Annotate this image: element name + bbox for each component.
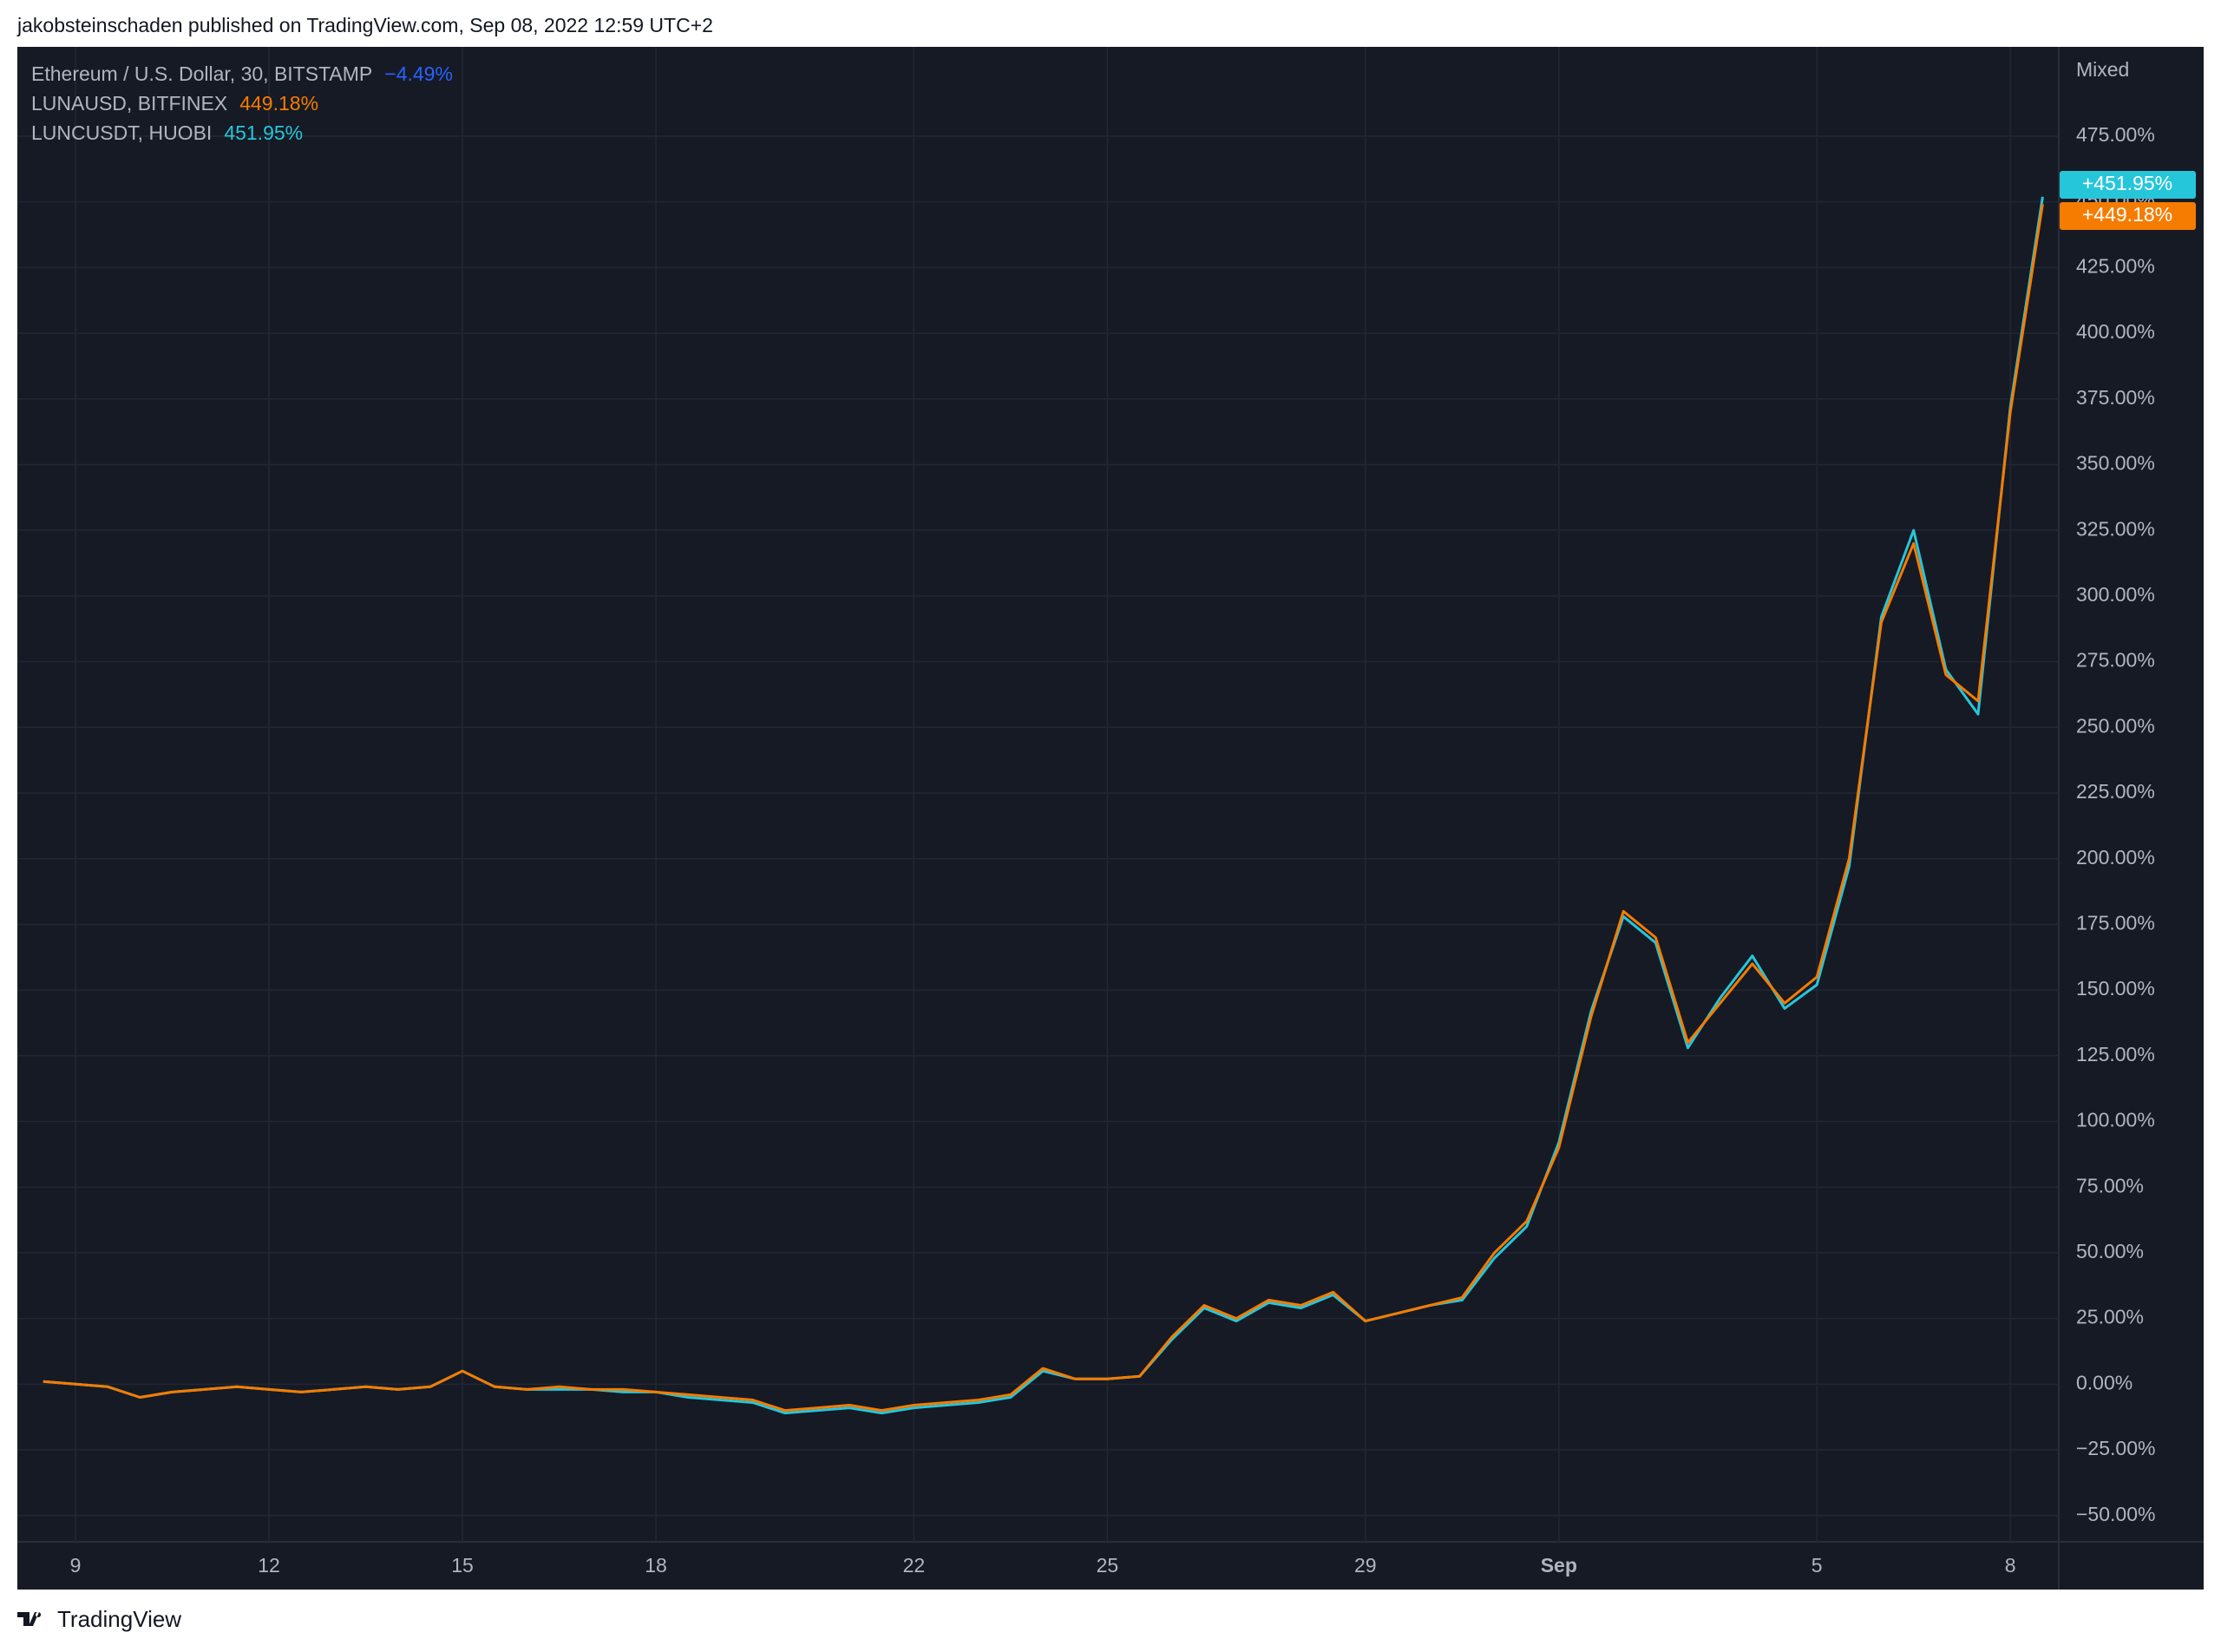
legend-name[interactable]: LUNCUSDT, HUOBI <box>31 121 212 144</box>
x-tick-label: 9 <box>70 1554 82 1577</box>
scale-mode[interactable]: Mixed <box>2076 58 2129 81</box>
y-tick-label: 400.00% <box>2076 320 2155 343</box>
y-tick-label: 275.00% <box>2076 649 2155 672</box>
plot <box>43 196 2044 1415</box>
grid <box>17 47 2059 1542</box>
legend-name[interactable]: LUNAUSD, BITFINEX <box>31 92 227 115</box>
y-tick-label: 0.00% <box>2076 1371 2133 1393</box>
y-tick-label: 50.00% <box>2076 1240 2144 1262</box>
y-tick-label: 75.00% <box>2076 1174 2144 1196</box>
x-tick-label: 22 <box>903 1554 926 1577</box>
x-tick-label: 5 <box>1812 1554 1823 1577</box>
tradingview-logo: TradingView <box>17 1606 181 1632</box>
y-tick-label: 475.00% <box>2076 123 2155 146</box>
y-tick-label: 325.00% <box>2076 517 2155 540</box>
y-tick-label: 150.00% <box>2076 977 2155 1000</box>
legend-value: −4.49% <box>384 62 453 85</box>
legend-value: 451.95% <box>224 121 303 144</box>
price-tag <box>2060 170 2196 199</box>
y-tick-label: −25.00% <box>2076 1437 2155 1459</box>
y-tick-label: 175.00% <box>2076 911 2155 934</box>
x-tick-label: 18 <box>645 1554 667 1577</box>
y-tick-label: 250.00% <box>2076 714 2155 737</box>
legend-value: 449.18% <box>239 92 318 115</box>
y-tick-label: 375.00% <box>2076 386 2155 409</box>
chart-panel <box>17 47 2204 1590</box>
x-tick-label: 15 <box>451 1554 474 1577</box>
legend-name[interactable]: Ethereum / U.S. Dollar, 30, BITSTAMP <box>31 62 372 85</box>
y-tick-label: 200.00% <box>2076 846 2155 869</box>
series-line <box>43 203 2044 1413</box>
axes: −50.00% −25.00% 0.00% 25.00% 50.00% 75.00% 100… <box>70 123 2196 1577</box>
brand: TradingView <box>57 1606 181 1632</box>
price-tag-label: +451.95% <box>2082 172 2172 194</box>
y-tick-label: 300.00% <box>2076 583 2155 606</box>
publish-header: jakobsteinschaden published on TradingVi… <box>16 14 713 36</box>
logo-icon <box>17 1612 42 1626</box>
legend: Ethereum / U.S. Dollar, 30, BITSTAMP −4.4… <box>31 62 453 144</box>
price-tag <box>2060 201 2196 230</box>
x-tick-label: 29 <box>1354 1554 1377 1577</box>
x-tick-label: 12 <box>258 1554 280 1577</box>
y-tick-label: 25.00% <box>2076 1306 2144 1328</box>
y-tick-label: 225.00% <box>2076 780 2155 803</box>
y-tick-label: 425.00% <box>2076 254 2155 277</box>
y-tick-label: 100.00% <box>2076 1109 2155 1131</box>
y-tick-label: −50.00% <box>2076 1503 2155 1525</box>
price-tag-label: +449.18% <box>2082 203 2172 226</box>
y-tick-label: 350.00% <box>2076 452 2155 475</box>
x-tick-label: 25 <box>1097 1554 1119 1577</box>
x-tick-label: Sep <box>1541 1554 1577 1577</box>
y-tick-label: 125.00% <box>2076 1043 2155 1065</box>
x-tick-label: 8 <box>2005 1554 2016 1577</box>
